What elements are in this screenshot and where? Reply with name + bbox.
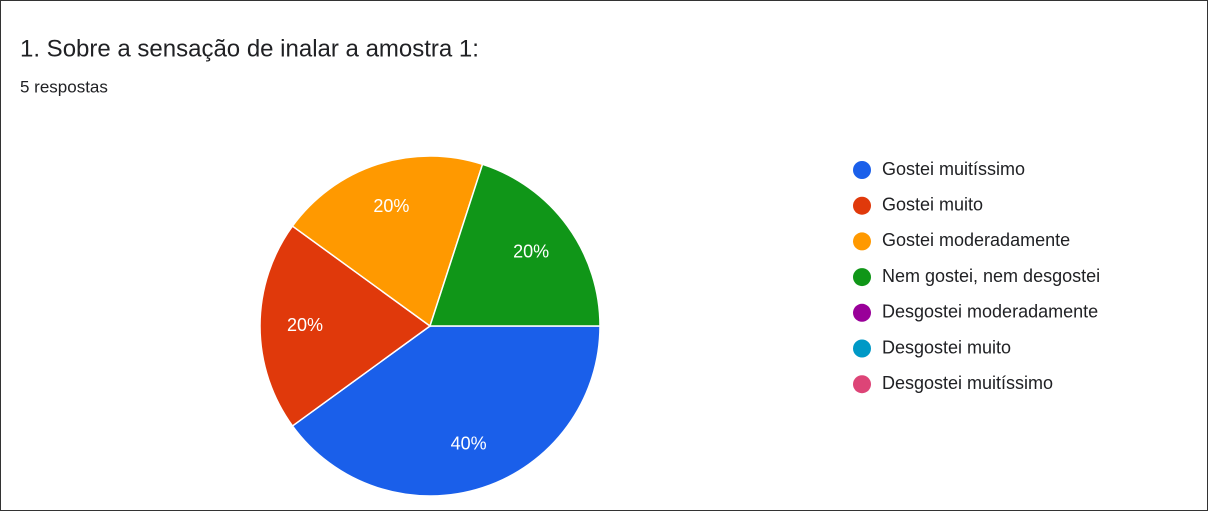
slice-label: 20% — [513, 241, 549, 261]
chart-subtitle: 5 respostas — [20, 77, 108, 96]
legend-swatch — [853, 196, 871, 215]
slice-label: 20% — [373, 196, 409, 216]
pie-slice — [291, 155, 484, 328]
legend-label: Gostei moderadamente — [882, 230, 1070, 250]
legend-label: Gostei muito — [882, 194, 983, 214]
slice-label: 40% — [451, 434, 487, 454]
pie-slice — [428, 163, 601, 327]
legend-label: Nem gostei, nem desgostei — [882, 266, 1100, 286]
slice-label: 20% — [287, 315, 323, 335]
legend-label: Gostei muitíssimo — [882, 159, 1025, 179]
legend-swatch — [853, 268, 871, 287]
legend-label: Desgostei muitíssimo — [882, 373, 1053, 393]
legend-swatch — [853, 161, 871, 179]
legend-swatch — [853, 232, 871, 251]
legend-label: Desgostei moderadamente — [882, 302, 1098, 322]
legend-swatch — [853, 375, 871, 394]
chart-title: 1. Sobre a sensação de inalar a amostra … — [20, 35, 479, 62]
legend-swatch — [853, 339, 871, 358]
pie-slice — [291, 325, 601, 497]
legend-swatch — [853, 303, 871, 322]
legend-label: Desgostei muito — [882, 337, 1011, 357]
pie-slice — [259, 225, 432, 427]
